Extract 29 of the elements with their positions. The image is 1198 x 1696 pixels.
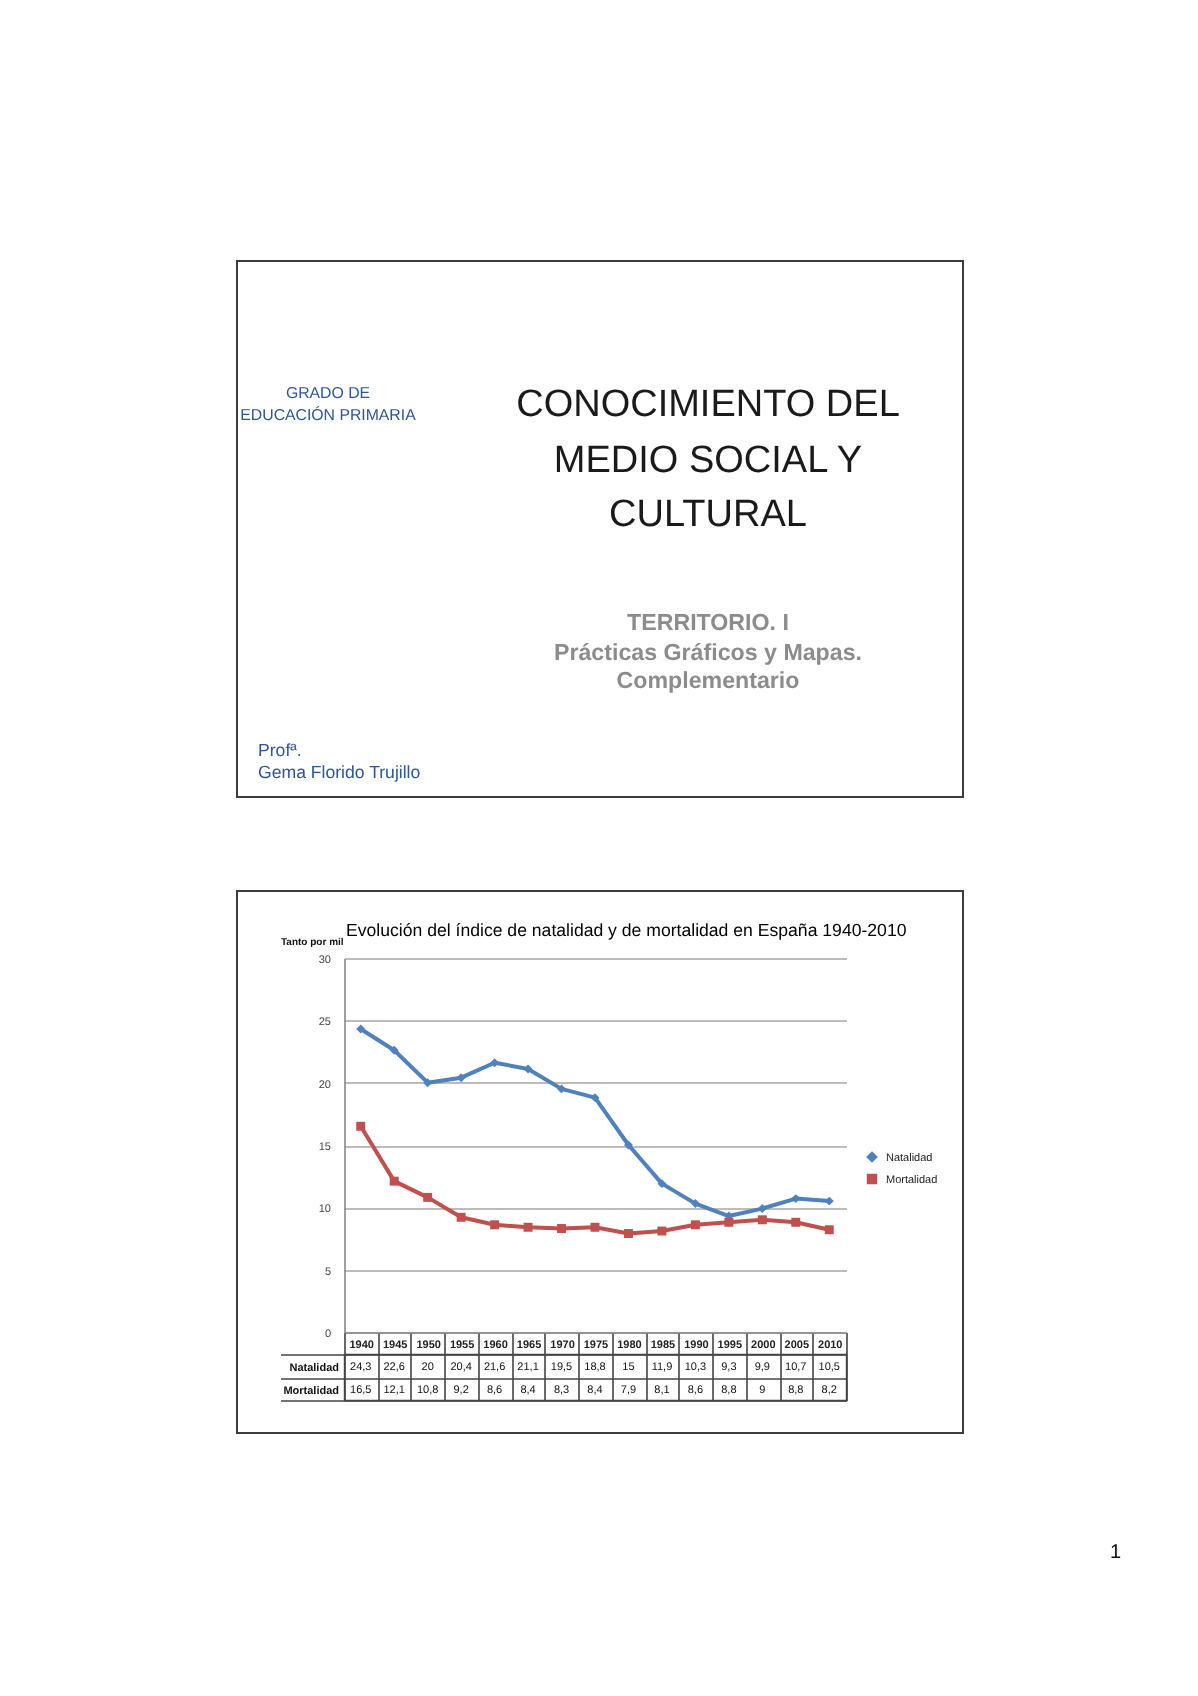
- point: [657, 1179, 667, 1189]
- point: [623, 1229, 633, 1239]
- point: [523, 1065, 533, 1075]
- point: [456, 1073, 466, 1083]
- point: [690, 1221, 700, 1231]
- point: [557, 1224, 567, 1234]
- point: [590, 1093, 600, 1103]
- point: [690, 1199, 700, 1209]
- point: [356, 1122, 366, 1132]
- point: [791, 1218, 801, 1228]
- text: TERRITORIO. I Prácticas Gráficos y Mapas. Complementario: [551, 610, 865, 697]
- point: [456, 1213, 466, 1223]
- text: Profª. Gema Florido Trujillo: [258, 740, 421, 784]
- point: [389, 1046, 399, 1056]
- text: CONOCIMIENTO DEL MEDIO SOCIAL Y CULTURAL: [514, 382, 902, 540]
- point: [623, 1141, 633, 1151]
- point: [657, 1227, 667, 1237]
- point: [757, 1216, 767, 1226]
- point: [523, 1223, 533, 1233]
- chart-title: Evolución del índice de natalidad y de mortalidad en España 1940-2010: [345, 921, 907, 942]
- point: [757, 1204, 767, 1214]
- point: [490, 1221, 500, 1231]
- point: [590, 1223, 600, 1233]
- point: [356, 1025, 366, 1035]
- point: [423, 1193, 433, 1203]
- text: 1: [1110, 1542, 1122, 1566]
- point: [824, 1226, 834, 1236]
- point: [724, 1218, 734, 1228]
- point: [389, 1177, 399, 1187]
